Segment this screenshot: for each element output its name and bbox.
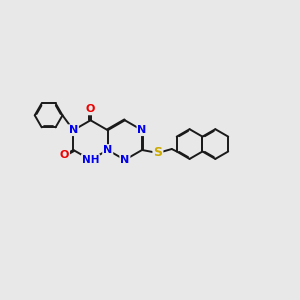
Text: N: N <box>103 145 112 155</box>
Text: S: S <box>153 146 162 160</box>
Text: N: N <box>137 125 147 135</box>
Text: N: N <box>120 155 130 165</box>
Text: N: N <box>69 125 78 135</box>
Text: O: O <box>60 150 69 160</box>
Text: NH: NH <box>82 155 99 165</box>
Text: O: O <box>86 104 95 114</box>
